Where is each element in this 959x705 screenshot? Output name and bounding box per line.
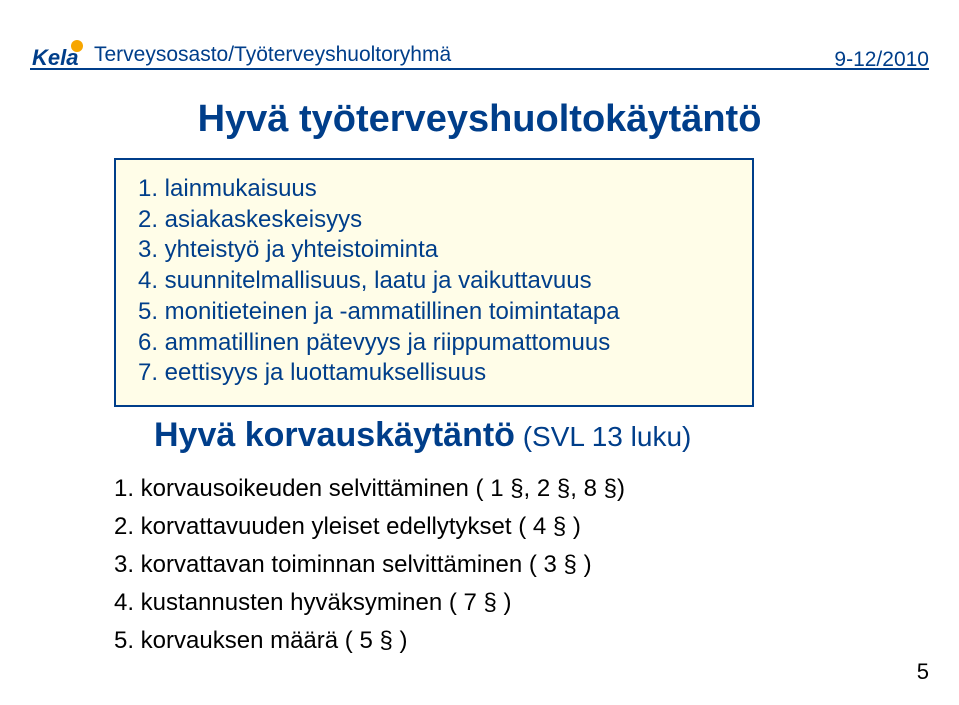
header: Kela Terveysosasto/Työterveyshuoltoryhmä…	[30, 38, 929, 72]
list-item: 2. asiakaskeskeisyys	[138, 205, 730, 236]
subtitle-suffix: (SVL 13 luku)	[515, 421, 691, 452]
logo-department-wrap: Kela Terveysosasto/Työterveyshuoltoryhmä	[30, 38, 451, 72]
list-item: 1. korvausoikeuden selvittäminen ( 1 §, …	[114, 470, 625, 508]
compensation-list: 1. korvausoikeuden selvittäminen ( 1 §, …	[114, 470, 625, 660]
list-item: 7. eettisyys ja luottamuksellisuus	[138, 358, 730, 389]
svg-text:Kela: Kela	[32, 45, 78, 70]
department-label: Terveysosasto/Työterveyshuoltoryhmä	[94, 43, 451, 67]
header-rule	[30, 68, 929, 70]
page-number: 5	[917, 659, 929, 685]
page-title: Hyvä työterveyshuoltokäytäntö	[0, 98, 959, 141]
list-item: 4. kustannusten hyväksyminen ( 7 § )	[114, 584, 625, 622]
subtitle: Hyvä korvauskäytäntö (SVL 13 luku)	[154, 416, 691, 455]
principles-list: 1. lainmukaisuus 2. asiakaskeskeisyys 3.…	[138, 174, 730, 389]
list-item: 5. monitieteinen ja -ammatillinen toimin…	[138, 297, 730, 328]
list-item: 2. korvattavuuden yleiset edellytykset (…	[114, 508, 625, 546]
list-item: 1. lainmukaisuus	[138, 174, 730, 205]
list-item: 4. suunnitelmallisuus, laatu ja vaikutta…	[138, 266, 730, 297]
subtitle-main: Hyvä korvauskäytäntö	[154, 416, 515, 454]
list-item: 3. yhteistyö ja yhteistoiminta	[138, 235, 730, 266]
kela-logo: Kela	[30, 38, 86, 72]
principles-box: 1. lainmukaisuus 2. asiakaskeskeisyys 3.…	[114, 158, 754, 407]
list-item: 3. korvattavan toiminnan selvittäminen (…	[114, 546, 625, 584]
list-item: 5. korvauksen määrä ( 5 § )	[114, 622, 625, 660]
list-item: 6. ammatillinen pätevyys ja riippumattom…	[138, 328, 730, 359]
